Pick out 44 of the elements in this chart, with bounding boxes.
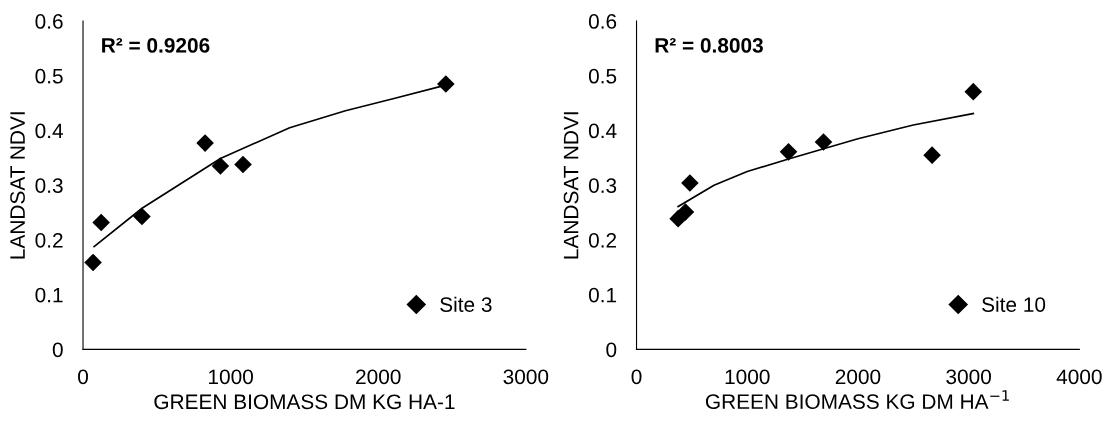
- point: [779, 143, 798, 161]
- y-tick-label: 0.1: [35, 287, 63, 303]
- annotation: R² = 0.8003: [655, 38, 763, 53]
- point: [681, 174, 699, 192]
- x-tick-label: 3000: [946, 369, 991, 385]
- x-tick-label: 1000: [209, 369, 253, 385]
- y-axis-title: LANDSAT NDVI: [563, 112, 579, 259]
- point: [814, 133, 833, 151]
- x-tick-label: 4000: [1056, 369, 1102, 385]
- legend-label: Site 3: [440, 296, 492, 312]
- x-tick-label: 1000: [725, 369, 770, 385]
- point: [211, 157, 230, 175]
- x-axis-title: GREEN BIOMASS KG DM HA$^{−1}$: [705, 390, 1009, 410]
- x-tick-label: 3000: [503, 369, 549, 385]
- y-tick-label: 0.6: [588, 14, 617, 29]
- y-tick-label: 0.6: [35, 14, 63, 29]
- y-tick-label: 0.5: [35, 68, 63, 84]
- y-tick-label: 0.4: [35, 123, 63, 139]
- y-tick-label: 0.2: [35, 232, 63, 248]
- point: [923, 146, 941, 164]
- x-tick-label: 0: [78, 369, 88, 385]
- annotation: R² = 0.9206: [102, 38, 210, 53]
- y-tick-label: 0.1: [588, 287, 617, 303]
- x-tick-label: 2000: [835, 369, 881, 385]
- point: [84, 253, 102, 272]
- y-tick-label: 0.4: [588, 123, 617, 139]
- y-tick-label: 0.3: [588, 178, 617, 193]
- point: [964, 82, 983, 101]
- point: [234, 155, 252, 174]
- y-tick-label: 0.3: [35, 178, 63, 193]
- x-axis-title: GREEN BIOMASS DM KG HA-1: [154, 394, 455, 410]
- y-tick-label: 0: [606, 342, 617, 358]
- point: [92, 213, 110, 232]
- point: [196, 134, 214, 152]
- point: [676, 203, 695, 221]
- y-tick-label: 0: [52, 342, 63, 358]
- y-tick-label: 0.2: [588, 232, 617, 248]
- x-tick-label: 2000: [356, 369, 401, 385]
- point: [133, 207, 151, 226]
- y-tick-label: 0.5: [588, 68, 617, 84]
- x-tick-label: 0: [631, 369, 642, 385]
- legend-label: Site 10: [982, 296, 1046, 312]
- point: [437, 75, 455, 93]
- y-axis-title: LANDSAT NDVI: [10, 112, 25, 259]
